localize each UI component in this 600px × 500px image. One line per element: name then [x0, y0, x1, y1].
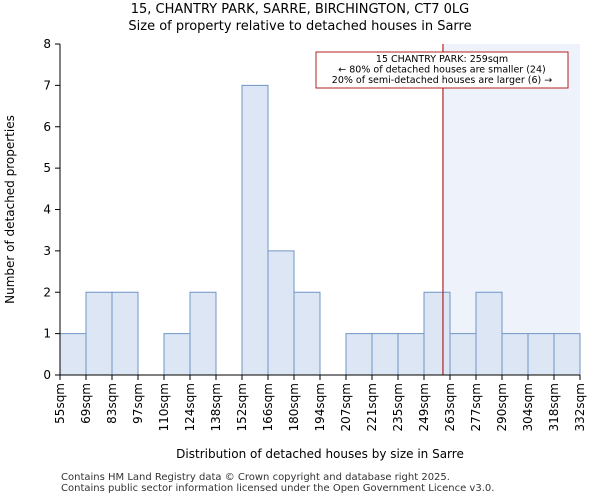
chart-subtitle: Size of property relative to detached ho… [128, 19, 472, 34]
histogram-chart: 0 1 2 3 4 5 6 7 8 55sqm 69sqm 83sqm 97sqm 110sqm 124s… [3, 37, 587, 461]
bar-110sqm [163, 333, 191, 376]
y-axis-label: Number of detached properties [3, 115, 17, 304]
x-tick-label: 97sqm [131, 383, 145, 424]
bar-290sqm [501, 333, 529, 376]
bar-83sqm [111, 291, 139, 376]
x-tick-label: 207sqm [339, 383, 353, 431]
x-axis-label: Distribution of detached houses by size … [176, 447, 464, 461]
annotation-line-3: 20% of semi-detached houses are larger (… [332, 75, 552, 86]
bar-166sqm [267, 250, 295, 376]
annotation-line-2: ← 80% of detached houses are smaller (24… [338, 65, 545, 76]
y-tick-label: 1 [43, 327, 51, 341]
y-tick-label: 2 [43, 285, 51, 299]
x-tick-label: 69sqm [79, 383, 93, 424]
bar-180sqm [293, 291, 321, 376]
y-tick-label: 8 [43, 37, 51, 51]
x-tick-label: 277sqm [469, 383, 483, 431]
bar-221sqm [371, 333, 399, 376]
bar-124sqm [189, 291, 217, 376]
x-tick-label: 304sqm [521, 383, 535, 431]
x-tick-label: 249sqm [417, 383, 431, 431]
x-tick-label: 83sqm [105, 383, 119, 424]
annotation-frame [315, 51, 569, 89]
x-tick-label: 221sqm [365, 383, 379, 431]
x-tick-label: 194sqm [313, 383, 327, 431]
bar-304sqm [527, 333, 555, 376]
bar-235sqm [397, 333, 425, 376]
x-tick-label: 166sqm [261, 383, 275, 431]
x-tick-label: 152sqm [235, 383, 249, 431]
chart-title: 15, CHANTRY PARK, SARRE, BIRCHINGTON, CT… [130, 2, 470, 17]
x-tick-label: 138sqm [209, 383, 223, 431]
y-tick-label: 0 [43, 368, 51, 382]
x-tick-label: 110sqm [157, 383, 171, 431]
annotation-box: 15 CHANTRY PARK: 259sqm ← 80% of detache… [315, 51, 569, 89]
highlight-region [442, 44, 580, 375]
x-tick-label: 235sqm [391, 383, 405, 431]
bar-263sqm [449, 333, 477, 376]
y-tick-label: 6 [43, 120, 51, 134]
x-tick-label: 55sqm [53, 383, 67, 424]
bar-55sqm [59, 333, 87, 376]
bar-318sqm [553, 333, 581, 376]
x-tick-label: 290sqm [495, 383, 509, 431]
x-tick-label: 263sqm [443, 383, 457, 431]
annotation-line-1: 15 CHANTRY PARK: 259sqm [376, 54, 508, 65]
y-tick-label: 3 [43, 244, 51, 258]
y-tick-label: 7 [43, 78, 51, 92]
x-tick-label: 124sqm [183, 383, 197, 431]
x-tick-label: 332sqm [573, 383, 587, 431]
bar-69sqm [85, 291, 113, 376]
y-tick-label: 4 [43, 203, 51, 217]
x-tick-label: 318sqm [547, 383, 561, 431]
bar-152sqm [241, 84, 269, 376]
footer-copyright: Contains HM Land Registry data © Crown c… [61, 472, 450, 483]
bar-249sqm [423, 291, 451, 376]
bar-207sqm [345, 333, 373, 376]
bar-277sqm [475, 291, 503, 376]
y-tick-label: 5 [43, 161, 51, 175]
x-tick-label: 180sqm [287, 383, 301, 431]
footer-licence: Contains public sector information licen… [61, 483, 495, 494]
